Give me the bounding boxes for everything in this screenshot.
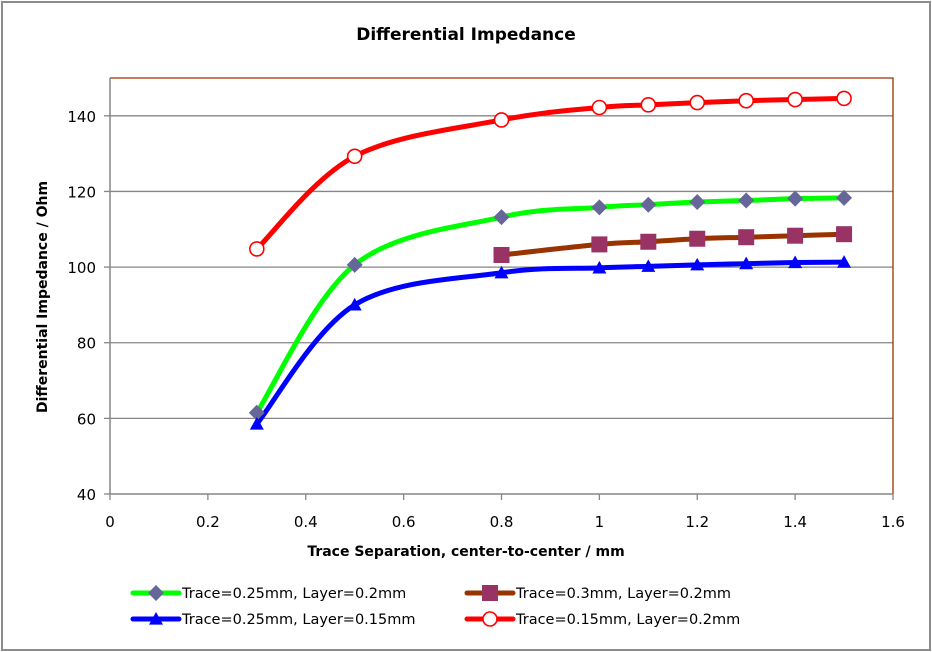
data-point-series-1 (787, 190, 804, 207)
y-tick-label: 40 (77, 486, 96, 504)
x-tick-label: 1.2 (685, 513, 709, 531)
legend-entry: Trace=0.25mm, Layer=0.15mm (130, 612, 415, 628)
data-point-series-3 (347, 297, 362, 311)
data-point-series-3 (690, 257, 705, 271)
legend-entry: Trace=0.3mm, Layer=0.2mm (464, 585, 731, 602)
data-point-series-4 (346, 148, 363, 165)
legend-entry: Trace=0.25mm, Layer=0.2mm (130, 585, 406, 602)
legend-entry: Trace=0.15mm, Layer=0.2mm (464, 611, 740, 628)
y-tick-label: 80 (77, 335, 96, 353)
legend-marker-triangle (149, 612, 163, 625)
x-tick-label: 0.6 (392, 513, 416, 531)
x-tick-label: 0.4 (294, 513, 318, 531)
data-point-series-1 (346, 256, 363, 273)
data-point-series-1 (248, 404, 265, 421)
data-point-series-3 (592, 260, 607, 274)
x-tick-label: 1.4 (783, 513, 807, 531)
data-point-series-4 (640, 97, 657, 113)
x-tick-label: 0 (105, 513, 115, 531)
x-tick-label: 1.6 (881, 513, 905, 531)
data-point-series-2 (493, 246, 510, 263)
series-markers (248, 90, 853, 430)
data-point-series-4 (836, 90, 852, 107)
y-tick-label: 140 (67, 108, 96, 126)
legend-label: Trace=0.15mm, Layer=0.2mm (515, 612, 740, 628)
data-point-series-1 (689, 194, 706, 211)
data-point-series-4 (787, 91, 803, 108)
data-point-series-3 (837, 255, 852, 268)
data-point-series-2 (787, 227, 804, 244)
data-point-series-2 (591, 236, 608, 253)
data-point-series-3 (494, 265, 509, 279)
series-line-1 (254, 195, 847, 416)
legend-label: Trace=0.3mm, Layer=0.2mm (515, 586, 731, 602)
data-point-series-2 (689, 230, 706, 247)
x-tick-label: 1 (595, 513, 605, 531)
x-tick-label: 0.2 (196, 513, 220, 531)
chart-title: Differential Impedance (356, 25, 576, 45)
legend-marker-diamond (148, 585, 164, 601)
axes: 40 60 80 100 120 140 0 0.2 0.4 0.6 0.8 1 1.2 1.4 1.6 (67, 77, 905, 531)
data-point-series-3 (249, 417, 264, 430)
data-point-series-1 (836, 189, 853, 206)
data-point-series-1 (493, 209, 510, 226)
data-point-series-4 (591, 99, 608, 116)
legend-label: Trace=0.25mm, Layer=0.2mm (181, 586, 406, 602)
data-point-series-4 (249, 241, 265, 257)
legend-label: Trace=0.25mm, Layer=0.15mm (181, 612, 415, 628)
data-point-series-2 (738, 229, 755, 246)
legend-marker-circle-open (482, 611, 498, 627)
x-axis-title: Trace Separation, center-to-center / mm (307, 544, 624, 560)
series-line-4 (254, 95, 847, 252)
data-point-series-3 (641, 259, 656, 272)
data-point-series-1 (591, 199, 608, 216)
data-point-series-4 (738, 92, 754, 109)
y-axis-title: Differential Impedance / Ohm (35, 181, 51, 413)
series-lines (254, 95, 847, 427)
data-point-series-1 (738, 192, 755, 209)
plot-area-border (110, 77, 894, 494)
legend: Trace=0.25mm, Layer=0.2mm Trace=0.3mm, La… (130, 585, 740, 628)
data-point-series-4 (689, 94, 706, 111)
x-tick-label: 0.8 (490, 513, 514, 531)
y-tick-label: 100 (67, 259, 96, 277)
y-tick-label: 60 (77, 410, 96, 428)
data-point-series-3 (739, 256, 754, 270)
data-point-series-2 (640, 233, 657, 250)
y-tick-label: 120 (67, 183, 96, 201)
legend-marker-square (482, 585, 498, 601)
data-point-series-2 (836, 226, 853, 243)
data-point-series-4 (493, 112, 510, 128)
data-point-series-1 (640, 196, 657, 213)
data-point-series-3 (788, 255, 803, 269)
